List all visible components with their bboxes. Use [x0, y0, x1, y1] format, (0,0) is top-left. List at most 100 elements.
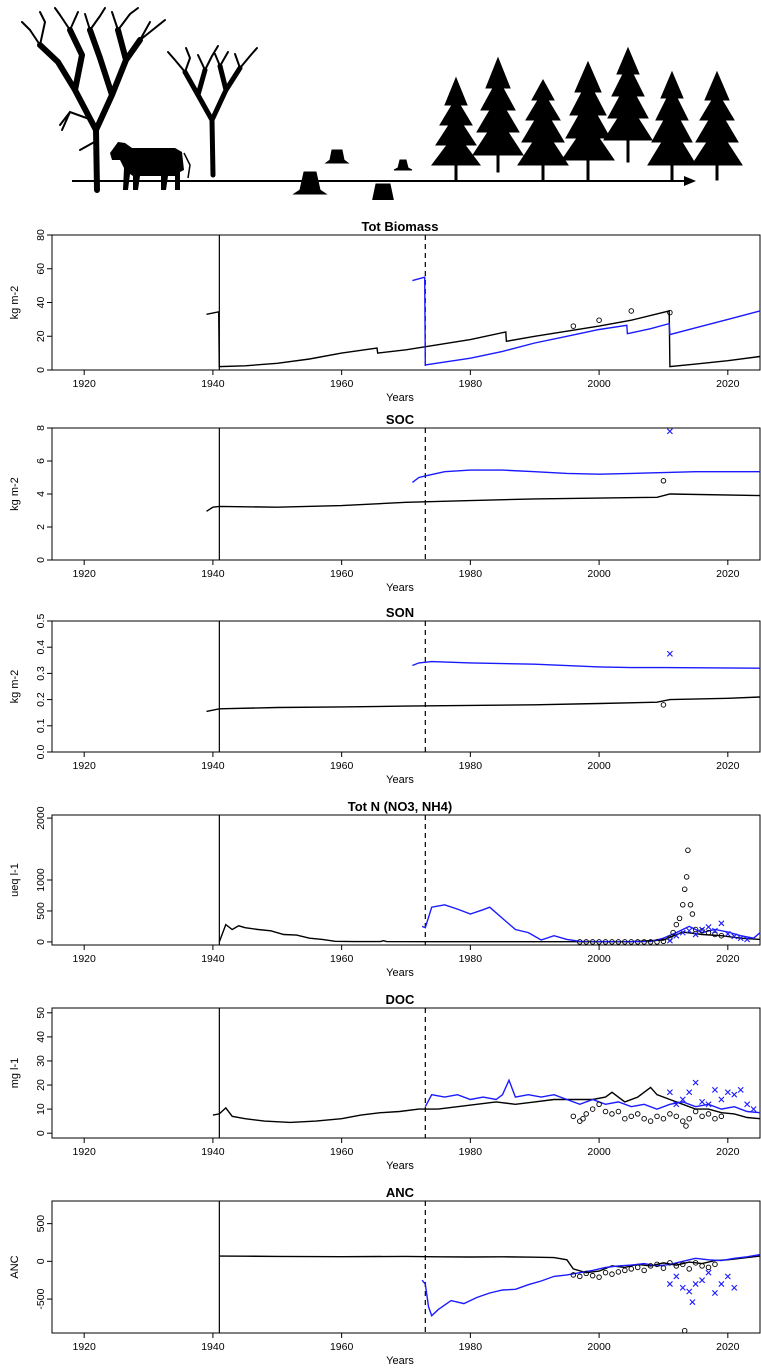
observation-point [718, 1096, 725, 1103]
x-tick-label: 2000 [587, 568, 611, 580]
observation-point [615, 939, 622, 945]
chart-title: Tot Biomass [361, 219, 438, 234]
chart-panel: SON 1920 1940 1960 1980 2000 2020 Years 0.0 0.1 0.… [9, 605, 761, 786]
tree-stump-icon [292, 149, 413, 200]
observation-point [641, 1267, 647, 1274]
observation-point [705, 1264, 712, 1271]
observation-point [692, 926, 699, 933]
y-tick-label: 0.2 [35, 692, 47, 707]
observation-point [667, 1111, 673, 1117]
observation-point [744, 1101, 751, 1108]
y-tick-label: 0.1 [35, 718, 47, 733]
observation-point [589, 1106, 596, 1112]
series-line [421, 904, 761, 943]
observation-point [577, 939, 583, 945]
y-tick-label: 40 [35, 1031, 47, 1043]
y-tick-label: 60 [35, 263, 47, 275]
observation-point [622, 1267, 628, 1274]
observation-point [673, 1273, 680, 1280]
observation-point [718, 932, 725, 939]
y-tick-label: 500 [35, 902, 47, 920]
observation-point [609, 1271, 615, 1277]
observation-point [692, 1079, 699, 1086]
observation-point [712, 1115, 718, 1122]
observation-point [660, 478, 667, 484]
observation-point [692, 931, 699, 938]
series-line [421, 1253, 761, 1317]
observation-point [731, 1284, 738, 1291]
y-tick-label: 0.5 [35, 614, 47, 629]
observation-point [718, 1280, 725, 1287]
cow-icon [110, 142, 191, 190]
observation-point [718, 920, 725, 927]
observation-point [589, 1272, 596, 1279]
observation-point [712, 1261, 718, 1268]
observation-point [666, 1089, 673, 1096]
observation-point [680, 1261, 686, 1268]
observation-point [676, 915, 683, 922]
observation-point [680, 902, 686, 908]
observation-point [628, 308, 635, 314]
observation-point [681, 1327, 688, 1334]
y-tick-label: 30 [35, 1055, 47, 1067]
observation-point [667, 1260, 673, 1266]
x-tick-label: 1920 [73, 568, 97, 580]
observation-point [724, 930, 731, 937]
observation-point [660, 1265, 667, 1271]
observation-point [686, 1266, 692, 1272]
observation-point [577, 1273, 583, 1280]
observation-point [689, 911, 696, 917]
x-tick-label: 1980 [459, 1341, 483, 1353]
plot-frame [51, 620, 761, 753]
observation-point [724, 1273, 731, 1280]
observation-point [634, 1111, 641, 1117]
observation-point [628, 939, 635, 945]
observation-point [580, 1115, 586, 1122]
observation-point [654, 1113, 660, 1120]
observation-point [705, 1111, 712, 1117]
observation-point [602, 939, 609, 945]
y-axis-label: kg m-2 [9, 477, 21, 511]
x-tick-label: 1920 [73, 1146, 97, 1158]
chart-title: SOC [386, 412, 415, 427]
observation-point [724, 1089, 731, 1096]
deciduous-tree-icon [21, 7, 258, 193]
y-tick-label: 40 [35, 297, 47, 309]
observation-point [596, 1101, 602, 1108]
observation-point [679, 929, 686, 936]
observation-point [680, 1118, 686, 1124]
y-tick-label: 1000 [35, 868, 47, 892]
observation-point [666, 428, 673, 435]
observation-point [711, 1086, 718, 1093]
y-tick-label: 6 [35, 458, 47, 464]
y-tick-label: 80 [35, 229, 47, 241]
x-tick-label: 1920 [73, 1341, 97, 1353]
chart-panel: DOC 1920 1940 1960 1980 2000 2020 Years 0 10 20 30 4… [9, 992, 761, 1172]
x-tick-label: 1960 [330, 953, 354, 965]
observation-point [577, 1118, 583, 1124]
chart-panel: SOC 1920 1940 1960 1980 2000 2020 Years 0 2 4 6 8 kg … [9, 412, 761, 594]
observation-point [583, 1111, 589, 1117]
series-line [206, 310, 761, 368]
x-axis-label: Years [386, 1355, 414, 1367]
observation-point [692, 1108, 699, 1115]
observation-point [683, 1123, 689, 1129]
observation-point [681, 886, 688, 893]
x-tick-label: 1920 [73, 760, 97, 772]
observation-point [687, 902, 694, 908]
y-tick-label: 0 [35, 1258, 47, 1264]
observation-point [666, 650, 673, 657]
y-tick-label: 50 [35, 1007, 47, 1019]
observation-point [666, 1280, 673, 1287]
y-tick-label: 0.4 [35, 640, 47, 655]
conifer-tree-icon [431, 46, 743, 181]
x-tick-label: 1960 [330, 760, 354, 772]
observation-point [737, 1086, 744, 1093]
y-tick-label: 500 [35, 1215, 47, 1233]
observation-point [628, 1113, 635, 1120]
y-tick-label: 20 [35, 1079, 47, 1091]
series-line [218, 923, 761, 943]
observation-point [699, 928, 705, 934]
observation-point [622, 939, 628, 945]
